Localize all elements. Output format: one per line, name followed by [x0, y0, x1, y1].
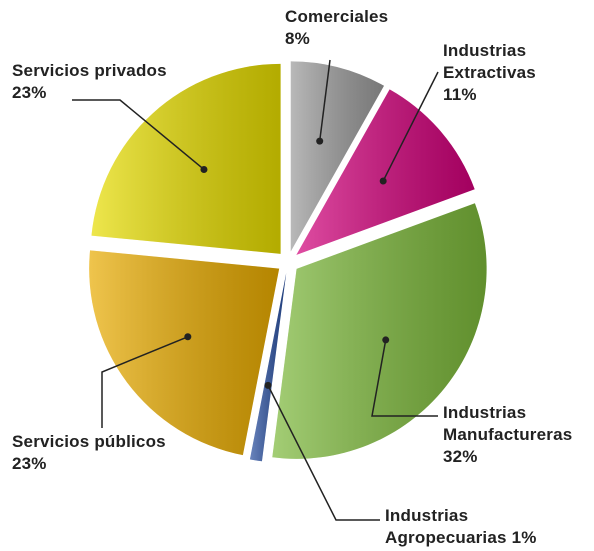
leader-line	[382, 71, 439, 182]
leader-dot	[316, 137, 324, 145]
slice-label: Industrias Manufactureras 32%	[443, 402, 593, 468]
leader-dot	[184, 333, 192, 341]
leader-line	[267, 385, 380, 521]
slice-label: Servicios privados 23%	[12, 60, 192, 104]
slice-value: 23%	[12, 454, 47, 473]
slice-value: 32%	[443, 447, 478, 466]
slice-name: Servicios públicos	[12, 432, 166, 451]
slice-label: Industrias Agropecuarias 1%	[385, 505, 585, 549]
leader-line	[72, 99, 205, 171]
leader-dot	[379, 177, 387, 185]
slice-name: Servicios privados	[12, 61, 167, 80]
slice-value: 11%	[443, 85, 477, 104]
slice-label: Servicios públicos 23%	[12, 431, 192, 475]
leader-dot	[264, 381, 272, 389]
leader-line	[101, 336, 189, 428]
leader-line	[371, 339, 438, 417]
slice-value: 1%	[511, 528, 537, 547]
slice-value: 23%	[12, 83, 47, 102]
slice-name: Comerciales	[285, 7, 389, 26]
slice-name: Industrias Agropecuarias	[385, 506, 507, 547]
pie-slice	[89, 250, 280, 456]
slice-name: Industrias Manufactureras	[443, 403, 573, 444]
slice-name: Industrias Extractivas	[443, 41, 536, 82]
slice-label: Industrias Extractivas 11%	[443, 40, 583, 106]
leader-dot	[200, 165, 208, 173]
slice-value: 8%	[285, 29, 310, 48]
leader-dot	[382, 336, 390, 344]
slice-label: Comerciales 8%	[285, 6, 425, 50]
